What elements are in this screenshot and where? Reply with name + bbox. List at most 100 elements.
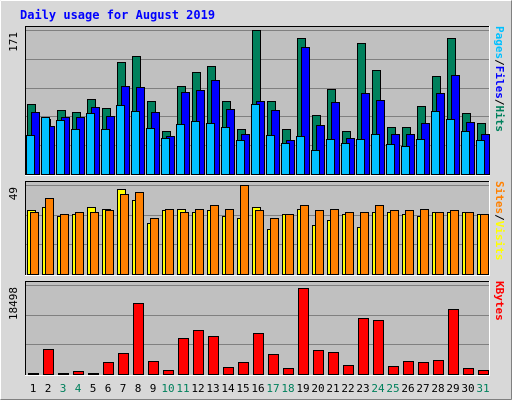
bar-pages-day-23 [356,139,365,175]
bar-kbytes-day-21 [328,352,339,375]
panel-hits-files-pages: 171 Pages/Files/Hits [7,26,506,176]
bar-sites-day-8 [135,192,144,275]
bar-pages-day-19 [296,136,305,175]
bar-sites-day-31 [480,214,489,275]
bar-pages-day-29 [446,119,455,175]
bar-pages-day-31 [476,140,485,175]
bar-pages-day-7 [116,105,125,175]
bar-sites-day-26 [405,210,414,275]
bar-pages-day-5 [86,113,95,175]
bar-pages-day-22 [341,143,350,175]
bar-kbytes-day-20 [313,350,324,375]
legend-entry: Files [493,66,506,99]
bar-sites-day-10 [165,209,174,275]
bar-kbytes-day-19 [298,288,309,375]
bars [26,30,490,175]
bar-kbytes-day-11 [178,338,189,375]
bar-kbytes-day-12 [193,330,204,375]
x-tick-label-day-5: 5 [90,382,97,395]
bar-pages-day-15 [236,140,245,175]
x-tick-label-day-25: 25 [386,382,399,395]
bar-sites-day-18 [285,214,294,275]
x-tick-label-day-20: 20 [311,382,324,395]
legend-entry: Sites [493,181,506,214]
bar-kbytes-day-6 [103,362,114,375]
bar-kbytes-day-15 [238,362,249,375]
x-tick-label-day-27: 27 [416,382,429,395]
bar-kbytes-day-23 [358,318,369,375]
bar-kbytes-day-5 [88,373,99,375]
bar-kbytes-day-22 [343,365,354,375]
bar-kbytes-day-3 [58,373,69,375]
bar-kbytes-day-2 [43,349,54,375]
bar-pages-day-13 [206,123,215,175]
bar-sites-day-1 [30,212,39,275]
bar-sites-day-25 [390,210,399,275]
bar-pages-day-1 [26,135,35,175]
legend-entry: KBytes [493,281,506,321]
bar-kbytes-day-27 [418,362,429,375]
bar-pages-day-24 [371,134,380,175]
bar-kbytes-day-29 [448,309,459,375]
x-tick-label-day-14: 14 [221,382,235,395]
x-tick-label-day-13: 13 [206,382,219,395]
bar-kbytes-day-28 [433,360,444,375]
x-tick-label-day-19: 19 [296,382,309,395]
bar-sites-day-28 [435,212,444,275]
x-tick-label-day-30: 30 [461,382,474,395]
bar-kbytes-day-24 [373,320,384,375]
bar-pages-day-8 [131,111,140,175]
bar-sites-day-9 [150,218,159,275]
bar-sites-day-13 [210,205,219,275]
bar-pages-day-12 [191,121,200,175]
y-max-label: 49 [7,187,20,200]
x-tick-label-day-10: 10 [161,382,174,395]
bar-pages-day-6 [101,129,110,175]
bar-kbytes-day-31 [478,370,489,375]
x-tick-label-day-15: 15 [236,382,249,395]
bar-sites-day-6 [105,210,114,275]
bar-sites-day-30 [465,212,474,275]
x-tick-label-day-22: 22 [341,382,354,395]
x-tick-label-day-29: 29 [446,382,459,395]
x-tick-label-day-21: 21 [326,382,339,395]
bar-kbytes-day-8 [133,303,144,375]
chart-title: Daily usage for August 2019 [20,8,215,22]
x-tick-label-day-2: 2 [45,382,52,395]
bar-sites-day-17 [270,218,279,275]
bar-pages-day-21 [326,139,335,175]
x-tick-label-day-6: 6 [105,382,112,395]
legend-entry: Pages [493,26,506,59]
bar-files-day-21 [331,102,340,175]
legend-hits-files-pages: Pages/Files/Hits [493,26,506,132]
x-tick-label-day-4: 4 [75,382,82,395]
x-tick-label-day-16: 16 [251,382,264,395]
bar-pages-day-25 [386,144,395,175]
bar-sites-day-24 [375,205,384,275]
bar-sites-day-5 [90,212,99,275]
y-max-label: 171 [7,32,20,52]
bar-sites-day-15 [240,185,249,275]
bar-kbytes-day-30 [463,368,474,375]
x-tick-label-day-24: 24 [371,382,385,395]
bar-pages-day-20 [311,150,320,175]
bar-kbytes-day-25 [388,366,399,375]
legend-entry: Visits [493,221,506,261]
bar-pages-day-16 [251,104,260,175]
x-tick-label-day-9: 9 [150,382,157,395]
bar-sites-day-29 [450,210,459,275]
x-tick-label-day-7: 7 [120,382,127,395]
legend-entry: / [493,99,506,106]
bars [28,288,489,375]
bar-sites-day-14 [225,209,234,275]
x-tick-label-day-3: 3 [60,382,67,395]
bar-kbytes-day-7 [118,353,129,375]
x-tick-label-day-28: 28 [431,382,444,395]
bar-sites-day-23 [360,212,369,275]
x-tick-label-day-1: 1 [30,382,37,395]
bar-pages-day-30 [461,131,470,175]
bar-kbytes-day-10 [163,370,174,375]
bar-kbytes-day-16 [253,333,264,375]
